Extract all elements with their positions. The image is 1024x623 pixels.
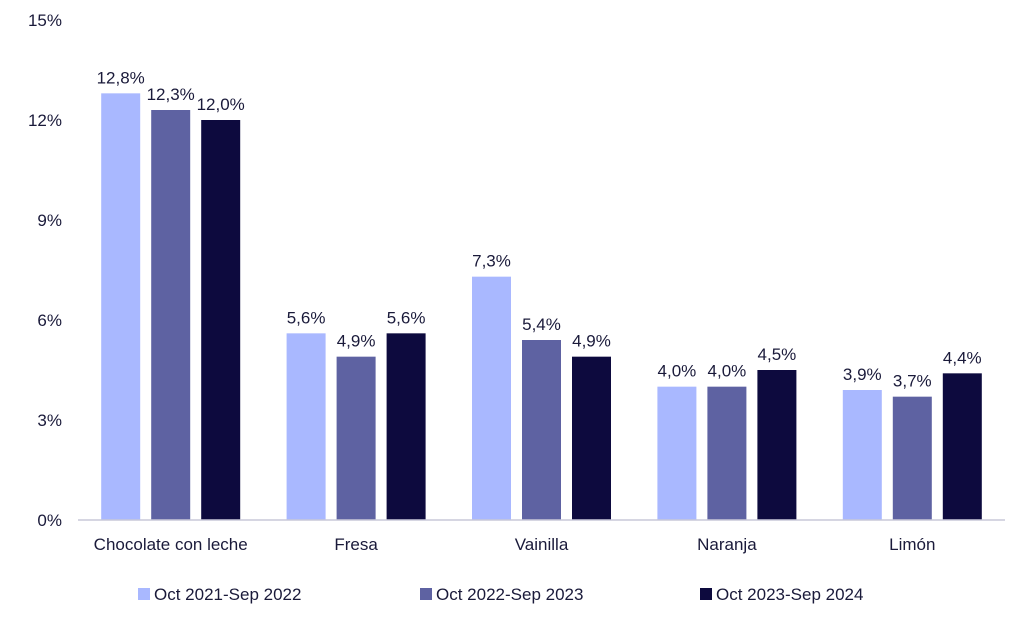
bar-naranja-series-3 <box>757 370 797 520</box>
bar-vainilla-series-3 <box>572 356 611 520</box>
data-label: 12,8% <box>97 68 145 87</box>
x-category-label: Vainilla <box>515 535 569 554</box>
y-tick-label: 15% <box>28 11 62 30</box>
bar-fresa-series-3 <box>386 333 426 520</box>
x-category-label: Limón <box>889 535 935 554</box>
y-tick-label: 6% <box>37 311 62 330</box>
bar-chocolate-con-leche-series-1 <box>101 93 141 520</box>
data-label: 4,9% <box>572 332 611 351</box>
y-tick-label: 3% <box>37 411 62 430</box>
legend-swatch <box>420 588 432 600</box>
legend-swatch <box>700 588 712 600</box>
data-label: 5,6% <box>287 308 326 327</box>
bar-limón-series-3 <box>942 373 982 520</box>
data-label: 12,0% <box>197 95 245 114</box>
bar-vainilla-series-1 <box>472 276 511 520</box>
data-label: 3,7% <box>893 372 932 391</box>
bar-limón-series-2 <box>892 396 932 520</box>
y-tick-label: 0% <box>37 511 62 530</box>
data-label: 4,0% <box>658 362 697 381</box>
legend: Oct 2021-Sep 2022 Oct 2022-Sep 2023 Oct 20… <box>138 585 863 604</box>
data-label: 3,9% <box>843 365 882 384</box>
legend-swatch <box>138 588 150 600</box>
bar-limón-series-1 <box>842 390 882 520</box>
bar-naranja-series-2 <box>707 386 747 520</box>
bar-chocolate-con-leche-series-2 <box>151 110 191 520</box>
x-category-label: Naranja <box>697 535 757 554</box>
data-label: 4,0% <box>708 362 747 381</box>
bar-chocolate-con-leche-series-3 <box>201 120 241 520</box>
y-axis: 0% 3% 6% 9% 12% 15% <box>28 11 62 530</box>
bar-vainilla-series-2 <box>522 340 561 520</box>
bars-group <box>101 93 982 520</box>
x-category-label: Chocolate con leche <box>94 535 248 554</box>
data-labels-group: 12,8%12,3%12,0% 5,6% 4,9% 5,6% 7,3% 5,4% 4,9% 4… <box>97 68 982 390</box>
x-category-label: Fresa <box>334 535 378 554</box>
data-label: 12,3% <box>147 85 195 104</box>
data-label: 7,3% <box>472 252 511 271</box>
y-tick-label: 12% <box>28 111 62 130</box>
legend-label: Oct 2021-Sep 2022 <box>154 585 301 604</box>
data-label: 4,5% <box>758 345 797 364</box>
data-label: 5,6% <box>387 308 426 327</box>
data-label: 5,4% <box>522 315 561 334</box>
data-label: 4,4% <box>943 348 982 367</box>
bar-fresa-series-2 <box>336 356 376 520</box>
bar-fresa-series-1 <box>286 333 326 520</box>
x-axis: Chocolate con leche Fresa Vainilla Naranja L… <box>94 535 936 554</box>
legend-label: Oct 2023-Sep 2024 <box>716 585 863 604</box>
legend-label: Oct 2022-Sep 2023 <box>436 585 583 604</box>
bar-naranja-series-1 <box>657 386 697 520</box>
y-tick-label: 9% <box>37 211 62 230</box>
data-label: 4,9% <box>337 332 376 351</box>
